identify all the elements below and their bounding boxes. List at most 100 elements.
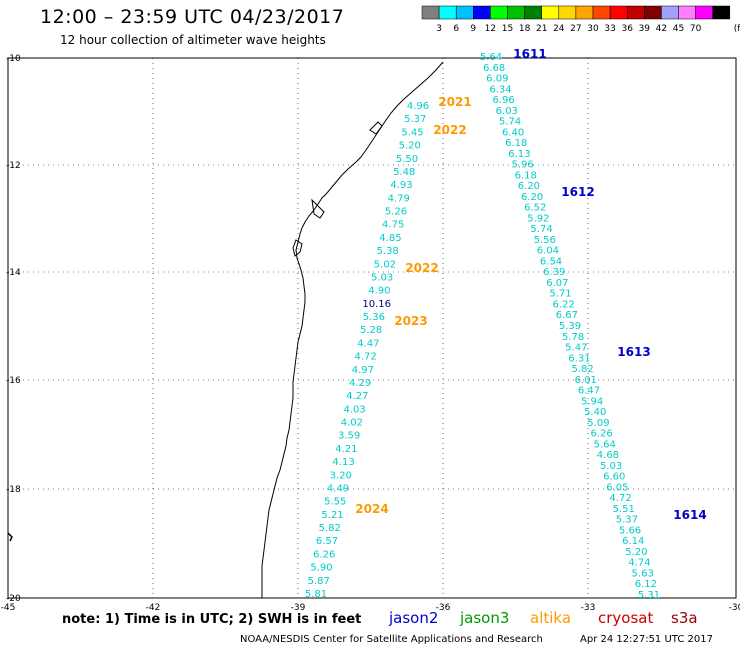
colorbar-swatch — [421, 5, 440, 20]
swh-value: 6.34 — [489, 84, 511, 95]
swh-value: 6.96 — [493, 95, 515, 106]
lon-label: -39 — [291, 603, 306, 613]
swh-value: 5.64 — [480, 52, 502, 63]
colorbar-tick: 45 — [673, 24, 684, 34]
swh-value: 5.50 — [396, 154, 418, 165]
lat-label: -12 — [6, 161, 21, 171]
swh-value: 5.39 — [559, 321, 581, 332]
swh-value: 6.31 — [568, 353, 590, 364]
jason2-cycle-label: 1614 — [673, 508, 706, 522]
colorbar-tick: 9 — [470, 24, 476, 34]
swh-value: 5.40 — [584, 407, 606, 418]
colorbar-swatch — [473, 5, 491, 20]
swh-value: 5.47 — [565, 343, 587, 354]
map-subtitle: 12 hour collection of altimeter wave hei… — [60, 33, 326, 47]
jason2-cycle-label: 1613 — [617, 345, 650, 359]
swh-value: 5.82 — [319, 523, 341, 534]
lon-label: -36 — [436, 603, 451, 613]
altika-cycle-label: 2024 — [355, 502, 388, 516]
swh-value: 5.63 — [632, 568, 654, 579]
swh-value: 5.74 — [530, 224, 552, 235]
colorbar-tick: 42 — [656, 24, 667, 34]
colorbar-swatch — [541, 5, 560, 20]
swh-value: 5.31 — [638, 590, 660, 601]
swh-value: 5.02 — [374, 259, 396, 270]
colorbar-tick: 21 — [536, 24, 547, 34]
swh-value: 5.94 — [581, 396, 603, 407]
lat-label: -16 — [6, 376, 21, 386]
swh-value: 4.75 — [382, 220, 404, 231]
colorbar-tick: 27 — [570, 24, 581, 34]
swh-value: 4.93 — [390, 180, 412, 191]
swh-value: 5.37 — [616, 515, 638, 526]
swh-value: 6.05 — [606, 482, 628, 493]
lat-label: -14 — [6, 268, 21, 278]
legend-jason3: jason3 — [460, 609, 510, 627]
swh-value: 4.72 — [354, 352, 376, 363]
legend-altika: altika — [530, 609, 572, 627]
colorbar-swatch — [626, 5, 645, 20]
swh-value: 4.68 — [597, 450, 619, 461]
swh-value: 6.54 — [540, 256, 562, 267]
swh-value: 6.20 — [518, 181, 540, 192]
swh-value: 5.26 — [385, 207, 407, 218]
swh-value: 6.52 — [524, 203, 546, 214]
colorbar-swatch — [712, 5, 731, 20]
swh-value: 5.82 — [572, 364, 594, 375]
swh-value: 4.79 — [388, 193, 410, 204]
swh-value: 6.07 — [546, 278, 568, 289]
coastline — [7, 61, 444, 598]
swh-value: 5.78 — [562, 332, 584, 343]
swh-value: 6.13 — [508, 149, 530, 160]
colorbar-swatch — [695, 5, 713, 20]
swh-value: 3.59 — [338, 431, 360, 442]
colorbar-swatch — [644, 5, 662, 20]
lon-label: -45 — [1, 603, 16, 613]
colorbar-swatch — [507, 5, 525, 20]
swh-value: 4.72 — [609, 493, 631, 504]
altika-cycle-label: 2022 — [405, 261, 438, 275]
colorbar-tick: 6 — [453, 24, 459, 34]
swh-value: 6.67 — [556, 310, 578, 321]
colorbar-tick: 39 — [639, 24, 651, 34]
colorbar-unit: (ft) — [734, 24, 740, 34]
swh-value: 4.74 — [628, 558, 650, 569]
legend-jason2: jason2 — [389, 609, 439, 627]
footnote: note: 1) Time is in UTC; 2) SWH is in fe… — [62, 612, 362, 627]
map-frame — [7, 57, 737, 599]
swh-value: 6.60 — [603, 472, 625, 483]
swh-value: 5.21 — [321, 510, 343, 521]
swh-value: 5.64 — [594, 439, 616, 450]
swh-value: 6.57 — [316, 536, 338, 547]
colorbar-swatch — [609, 5, 628, 20]
colorbar-swatch — [678, 5, 696, 20]
swh-value: 5.03 — [371, 272, 393, 283]
colorbar-swatch — [524, 5, 542, 20]
swh-value: 6.26 — [313, 549, 335, 560]
swh-value: 4.02 — [341, 418, 363, 429]
lat-label: -20 — [6, 594, 21, 604]
credit-line: NOAA/NESDIS Center for Satellite Applica… — [240, 634, 543, 645]
colorbar-tick: 33 — [604, 24, 615, 34]
swh-value: 6.20 — [521, 192, 543, 203]
swh-value: 5.45 — [401, 127, 423, 138]
swh-value: 5.92 — [527, 213, 549, 224]
jason2-cycle-label: 1612 — [561, 185, 594, 199]
lon-label: -42 — [146, 603, 161, 613]
swh-value: 5.81 — [305, 589, 327, 600]
swh-value: 5.55 — [324, 497, 346, 508]
colorbar-tick: 24 — [553, 24, 565, 34]
swh-value: 5.20 — [625, 547, 647, 558]
swh-value: 4.85 — [379, 233, 401, 244]
swh-value: 6.40 — [502, 127, 524, 138]
swh-value: 6.39 — [543, 267, 565, 278]
colorbar-tick: 36 — [621, 24, 633, 34]
colorbar-swatch — [592, 5, 611, 20]
legend-cryosat: cryosat — [598, 609, 654, 627]
swh-value: 4.90 — [368, 286, 390, 297]
colorbar-tick: 3 — [436, 24, 442, 34]
swh-value: 3.20 — [330, 470, 352, 481]
